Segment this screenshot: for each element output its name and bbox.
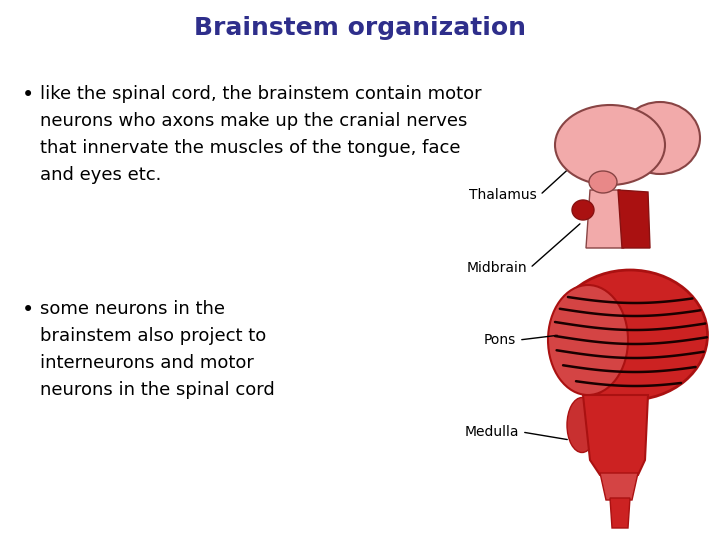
Polygon shape — [610, 498, 630, 528]
Ellipse shape — [589, 171, 617, 193]
Text: some neurons in the: some neurons in the — [40, 300, 225, 318]
Text: •: • — [22, 85, 35, 105]
Text: Thalamus: Thalamus — [469, 188, 537, 202]
Text: that innervate the muscles of the tongue, face: that innervate the muscles of the tongue… — [40, 139, 461, 157]
Text: brainstem also project to: brainstem also project to — [40, 327, 266, 345]
Polygon shape — [583, 395, 648, 475]
Text: Pons: Pons — [484, 333, 516, 347]
Text: like the spinal cord, the brainstem contain motor: like the spinal cord, the brainstem cont… — [40, 85, 482, 103]
Ellipse shape — [548, 285, 628, 395]
Ellipse shape — [555, 105, 665, 185]
Ellipse shape — [620, 102, 700, 174]
Text: interneurons and motor: interneurons and motor — [40, 354, 254, 372]
Text: Medulla: Medulla — [464, 425, 519, 439]
Text: neurons in the spinal cord: neurons in the spinal cord — [40, 381, 275, 399]
Text: Brainstem organization: Brainstem organization — [194, 16, 526, 40]
Ellipse shape — [567, 397, 597, 453]
Text: and eyes etc.: and eyes etc. — [40, 166, 161, 184]
Text: neurons who axons make up the cranial nerves: neurons who axons make up the cranial ne… — [40, 112, 467, 130]
Polygon shape — [586, 190, 624, 248]
Polygon shape — [600, 473, 638, 500]
Ellipse shape — [572, 200, 594, 220]
Polygon shape — [618, 190, 650, 248]
Text: Midbrain: Midbrain — [467, 261, 527, 275]
Text: •: • — [22, 300, 35, 320]
Ellipse shape — [552, 270, 708, 400]
